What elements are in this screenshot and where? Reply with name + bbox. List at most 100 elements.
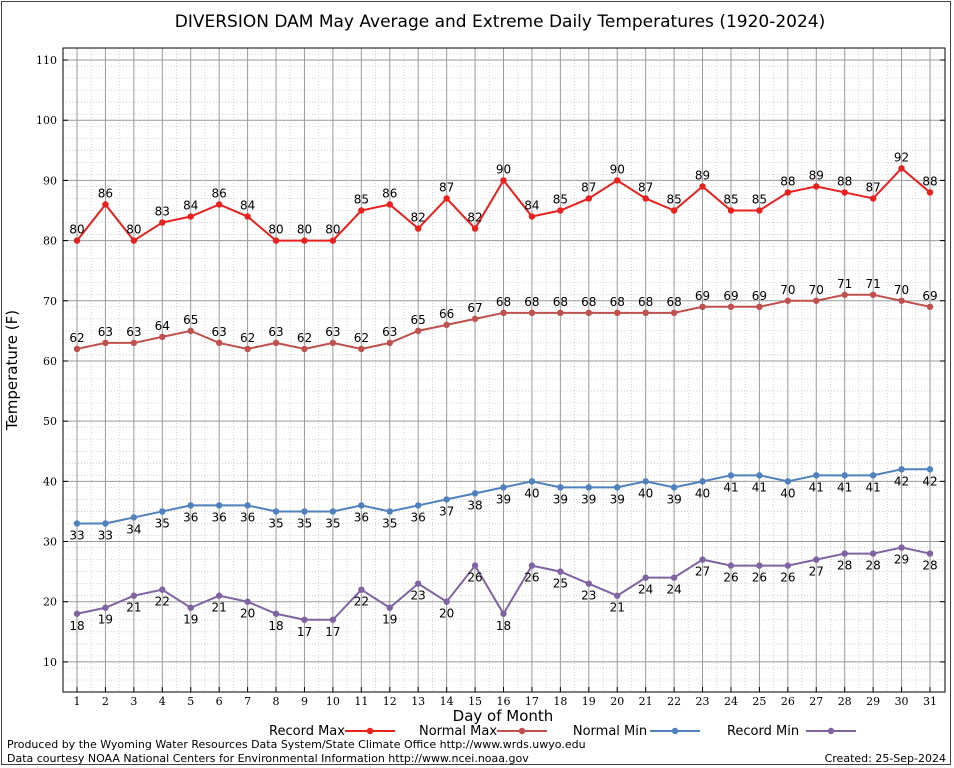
record-max-data-label: 85 (553, 193, 568, 207)
normal-min-data-label: 35 (268, 516, 283, 530)
normal-max-point (272, 339, 280, 347)
normal-max-point (926, 303, 934, 311)
record-min-data-label: 29 (894, 553, 909, 567)
normal-min-point (813, 472, 820, 479)
normal-min-data-label: 40 (695, 486, 710, 500)
record-max-data-label: 83 (155, 205, 170, 219)
record-min-point (102, 604, 109, 611)
x-tick-label: 9 (301, 695, 308, 708)
normal-min-point (215, 502, 223, 509)
normal-max-point (813, 297, 820, 304)
normal-min-data-label: 39 (496, 492, 511, 506)
legend-marker-normal-min (671, 727, 679, 735)
record-min-point (329, 616, 337, 623)
record-min-data-label: 26 (467, 571, 482, 585)
normal-max-data-label: 68 (610, 295, 625, 309)
x-tick-label: 19 (582, 695, 596, 708)
record-max-data-label: 87 (439, 180, 454, 194)
y-tick-label: 70 (43, 295, 57, 308)
record-min-point (642, 574, 649, 581)
record-min-data-label: 21 (212, 601, 227, 615)
normal-max-data-label: 67 (467, 301, 482, 315)
record-max-point (670, 207, 678, 214)
record-min-data-label: 28 (922, 559, 937, 573)
legend-marker-record-max (366, 727, 374, 735)
record-max-data-label: 85 (666, 193, 681, 207)
record-max-data-label: 89 (695, 168, 710, 182)
y-tick-label: 100 (36, 114, 57, 127)
normal-max-data-label: 63 (212, 325, 227, 339)
normal-min-data-label: 36 (411, 510, 426, 524)
record-max-data-label: 86 (212, 186, 227, 200)
record-min-point (813, 556, 820, 563)
normal-max-point (215, 339, 223, 347)
normal-max-point (841, 291, 848, 298)
record-min-data-label: 26 (780, 571, 795, 585)
normal-max-data-label: 70 (809, 283, 824, 297)
x-tick-label: 23 (696, 695, 710, 708)
record-min-point (727, 562, 735, 569)
normal-max-point (528, 309, 536, 317)
record-max-data-label: 90 (610, 162, 625, 176)
record-min-point (130, 592, 138, 599)
normal-min-point (73, 520, 81, 527)
record-max-data-label: 80 (297, 223, 312, 237)
normal-min-data-label: 35 (155, 516, 170, 530)
x-tick-label: 27 (809, 695, 823, 708)
legend-marker-record-min (827, 727, 835, 735)
record-max-point (528, 213, 536, 220)
record-max-data-label: 87 (581, 180, 596, 194)
x-tick-label: 28 (838, 695, 852, 708)
normal-min-data-label: 35 (297, 516, 312, 530)
normal-min-data-label: 38 (467, 498, 482, 512)
normal-max-point (415, 327, 422, 335)
normal-max-point (898, 297, 905, 304)
record-min-data-label: 24 (638, 583, 653, 597)
record-max-point (727, 207, 735, 214)
x-axis-title: Day of Month (453, 707, 554, 725)
normal-max-data-label: 68 (553, 295, 568, 309)
record-max-point (215, 201, 223, 208)
normal-max-point (727, 303, 735, 311)
x-tick-label: 10 (326, 695, 340, 708)
record-min-data-label: 26 (524, 571, 539, 585)
legend-marker-normal-max (518, 727, 526, 735)
record-max-data-label: 85 (723, 193, 738, 207)
normal-max-data-label: 71 (837, 277, 852, 291)
legend-label-normal-min: Normal Min (573, 724, 647, 739)
y-tick-label: 10 (43, 656, 57, 669)
legend: Record Max Normal Max Normal Min Record Min (269, 724, 856, 739)
record-max-point (386, 201, 393, 208)
record-min-data-label: 19 (183, 613, 198, 627)
normal-max-data-label: 68 (524, 295, 539, 309)
normal-min-point (159, 508, 166, 515)
x-tick-label: 4 (159, 695, 166, 708)
record-max-point (926, 189, 934, 196)
record-max-data-label: 90 (496, 162, 511, 176)
record-max-data-label: 92 (894, 150, 909, 164)
x-tick-label: 7 (244, 695, 251, 708)
record-max-data-label: 80 (325, 223, 340, 237)
normal-max-point (329, 339, 337, 347)
record-min-point (272, 610, 280, 617)
record-max-point (642, 195, 649, 202)
normal-max-point (102, 339, 109, 347)
record-min-point (869, 550, 877, 557)
record-max-data-label: 88 (780, 174, 795, 188)
normal-min-data-label: 39 (666, 492, 681, 506)
normal-max-data-label: 69 (695, 289, 710, 303)
created-date: Created: 25-Sep-2024 (824, 752, 946, 765)
record-min-data-label: 17 (297, 625, 312, 639)
x-tick-label: 2 (102, 695, 109, 708)
normal-max-point (585, 309, 592, 317)
normal-max-data-label: 71 (865, 277, 880, 291)
normal-min-point (670, 484, 678, 491)
record-max-data-label: 87 (865, 180, 880, 194)
normal-min-data-label: 41 (809, 480, 824, 494)
normal-min-data-label: 41 (865, 480, 880, 494)
normal-min-point (471, 490, 479, 497)
record-max-data-label: 89 (809, 168, 824, 182)
record-max-data-label: 82 (411, 211, 426, 225)
normal-max-data-label: 63 (268, 325, 283, 339)
